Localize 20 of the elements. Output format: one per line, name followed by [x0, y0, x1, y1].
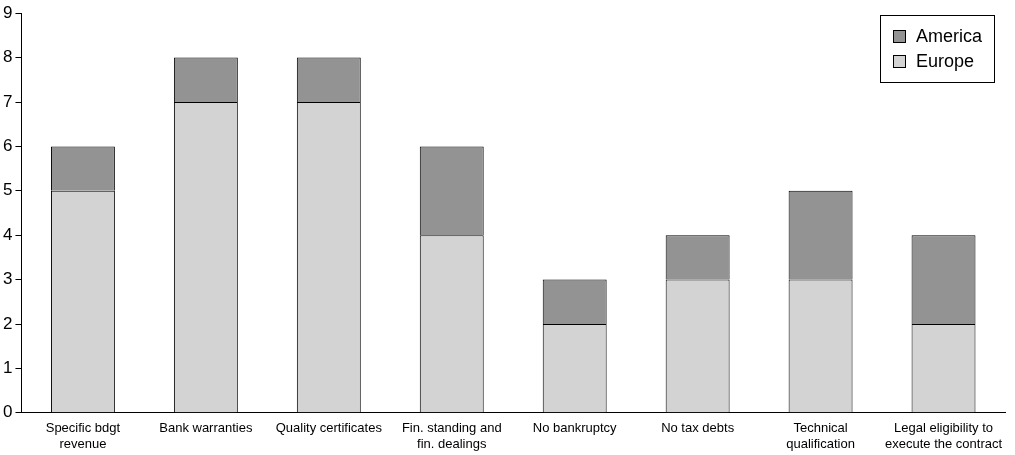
- y-tick-label: 8: [2, 47, 13, 67]
- x-tick-label: Legal eligibility to execute the contract: [884, 420, 1003, 451]
- legend-label: Europe: [915, 51, 975, 73]
- y-tick-label: 3: [2, 269, 13, 289]
- x-tick-label: No tax debts: [661, 420, 735, 436]
- x-tick-label: Specific bdgt revenue: [45, 420, 121, 451]
- x-tick-label: Technical qualification: [786, 420, 855, 451]
- y-tick-label: 1: [2, 358, 13, 378]
- x-tick-label: Bank warranties: [159, 420, 253, 436]
- y-tick-label: 7: [2, 91, 13, 111]
- y-tick-label: 6: [2, 136, 13, 156]
- x-tick-label: No bankruptcy: [532, 420, 618, 436]
- y-tick-label: 4: [2, 224, 13, 244]
- y-tick-label: 9: [2, 2, 13, 22]
- y-tick-label: 0: [2, 402, 13, 422]
- x-tick-label: Fin. standing and fin. dealings: [401, 420, 502, 451]
- y-tick-label: 5: [2, 180, 13, 200]
- legend-label: America: [915, 26, 982, 48]
- y-tick-label: 2: [2, 313, 13, 333]
- x-tick-label: Quality certificates: [275, 420, 383, 436]
